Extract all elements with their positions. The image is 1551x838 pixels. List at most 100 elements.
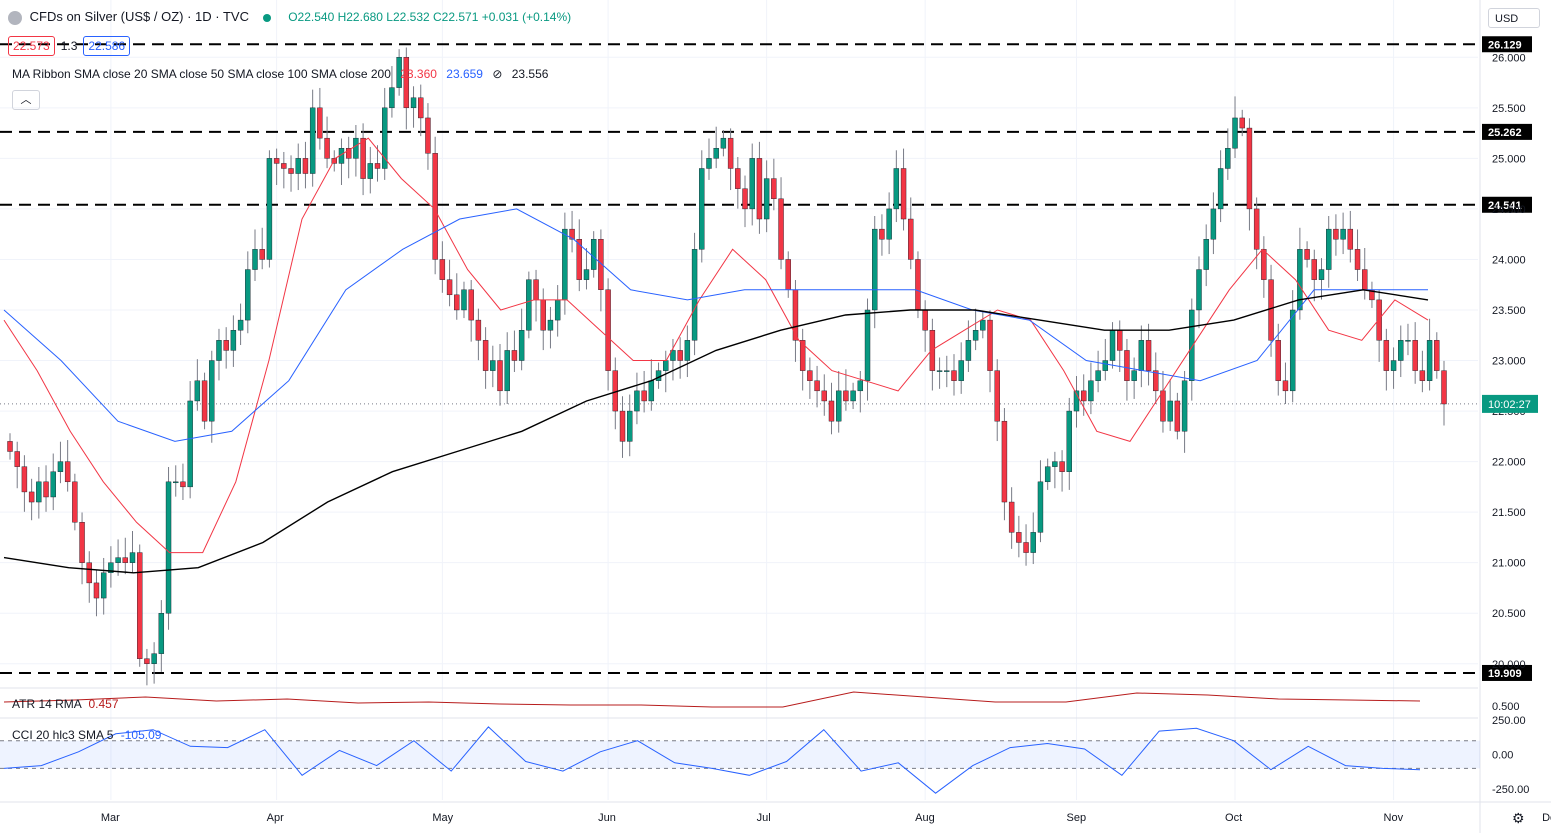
candle (382, 107, 388, 169)
price-tick-label: 20.000 (1492, 659, 1526, 671)
candle (1383, 340, 1390, 371)
candle (1232, 117, 1238, 149)
settings-gear-icon[interactable]: ⚙ (1512, 810, 1525, 826)
atr-line (3, 691, 1421, 708)
candle (129, 552, 136, 563)
candle (821, 390, 827, 402)
candle (619, 410, 626, 442)
level-tag (1482, 664, 1532, 681)
atr-legend[interactable]: ATR 14 RMA 0.457 (12, 697, 119, 711)
candle (1102, 360, 1109, 371)
collapse-legend-button[interactable]: ︿ (12, 90, 40, 110)
candle (1095, 370, 1101, 381)
candle (1246, 127, 1253, 210)
candle (50, 471, 56, 498)
candle (1362, 269, 1368, 290)
symbol-icon (8, 10, 22, 25)
candle (547, 319, 554, 331)
bid-button[interactable]: 22.573 (8, 36, 55, 56)
candle (742, 188, 748, 210)
candle (482, 340, 489, 371)
candle (1304, 249, 1310, 260)
candle (706, 158, 712, 169)
price-tick-label: 23.500 (1492, 305, 1526, 317)
candle (64, 461, 71, 483)
candle (1059, 461, 1065, 472)
atr-tick-label: 0.500 (1492, 701, 1520, 713)
candle (180, 481, 186, 488)
level-tag (1482, 196, 1532, 213)
x-tick-label: Mar (101, 812, 120, 824)
candle (1217, 168, 1224, 210)
price-tick-label: 21.000 (1492, 558, 1526, 570)
price-tick-label: 25.000 (1492, 153, 1526, 165)
candle (497, 360, 503, 392)
price-tick-label: 22.000 (1492, 457, 1526, 469)
candle (281, 163, 287, 169)
current-price-tag (1482, 394, 1538, 413)
chart-header: CFDs on Silver (US$ / OZ) · 1D · TVC O22… (8, 9, 571, 25)
chevron-up-icon: ︿ (20, 94, 32, 106)
ma-line-1 (3, 208, 1428, 442)
x-tick-label: Apr (267, 812, 284, 824)
ma-line-0 (3, 137, 1429, 554)
candle (886, 208, 892, 240)
ma-ribbon-legend[interactable]: MA Ribbon SMA close 20 SMA close 50 SMA … (12, 67, 548, 81)
candle (533, 279, 539, 301)
candle (439, 259, 446, 280)
candle (944, 370, 950, 372)
candle (749, 158, 755, 210)
candle (526, 279, 532, 331)
currency-selector[interactable]: USD (1488, 8, 1540, 28)
candle (115, 557, 121, 563)
candle (1347, 228, 1354, 250)
price-tick-label: 20.500 (1492, 608, 1526, 620)
candle (273, 158, 280, 164)
candle (1196, 269, 1202, 311)
candle (216, 340, 222, 361)
cci-label: CCI 20 hlc3 SMA 5 (12, 728, 114, 742)
x-tick-label: Aug (915, 812, 935, 824)
candle (562, 228, 568, 301)
bid-ask-panel: 22.573 1.3 22.586 (8, 36, 131, 56)
candle (864, 309, 871, 381)
candle (72, 481, 78, 523)
candle (353, 137, 359, 159)
candle (1376, 299, 1382, 341)
candle (908, 218, 914, 260)
candle (799, 340, 806, 371)
candle (872, 228, 878, 311)
ask-button[interactable]: 22.586 (83, 36, 131, 56)
level-tag (1482, 123, 1532, 140)
x-tick-label: Sep (1066, 812, 1086, 824)
candle (1419, 370, 1426, 381)
currency-label: USD (1495, 13, 1519, 25)
symbol-title[interactable]: CFDs on Silver (US$ / OZ) · 1D · TVC (29, 9, 249, 24)
candle (1023, 542, 1029, 553)
candle (590, 239, 597, 270)
candle (1181, 380, 1188, 432)
ma-line-2 (3, 289, 1429, 574)
cci-line (3, 726, 1421, 794)
candle (288, 168, 294, 174)
candle (93, 582, 100, 599)
candle (151, 653, 157, 664)
price-tick-label: 23.000 (1492, 356, 1526, 368)
x-tick-label: Oct (1225, 812, 1242, 824)
candle (21, 466, 28, 493)
candle (490, 360, 496, 371)
candle (850, 390, 856, 402)
candle (922, 309, 928, 331)
ma50-value: 23.659 (446, 67, 483, 81)
candle (144, 658, 150, 664)
x-tick-label: Jun (598, 812, 616, 824)
candle (230, 330, 237, 351)
cci-legend[interactable]: CCI 20 hlc3 SMA 5 -105.09 (12, 728, 161, 742)
candle (1088, 380, 1094, 402)
candle (756, 158, 763, 220)
candle (843, 390, 849, 402)
candle (511, 350, 518, 361)
candle (576, 239, 582, 280)
